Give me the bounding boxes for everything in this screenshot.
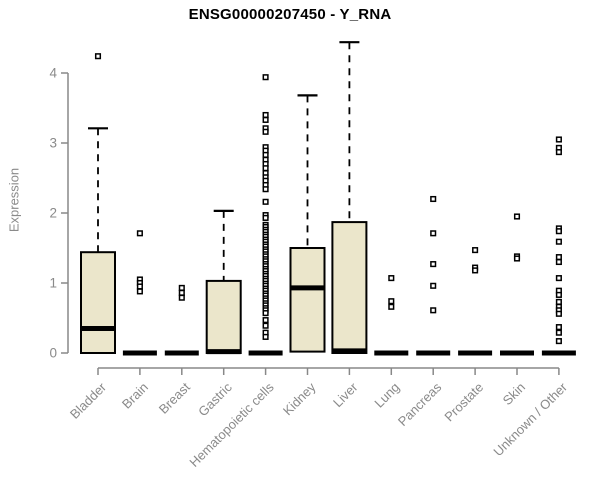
outlier-point-pancreas	[430, 282, 437, 289]
x-tick-label-bladder: Bladder	[67, 379, 110, 422]
x-tick-label-liver: Liver	[330, 379, 361, 410]
outlier-point-pancreas	[430, 261, 437, 268]
outlier-point-unknown-other	[555, 258, 562, 266]
outlier-point-unknown-other	[555, 149, 562, 156]
outlier-point-hematopoietic-cells	[262, 317, 269, 324]
outlier-point-unknown-other	[555, 298, 562, 305]
outlier-point-lung	[388, 298, 395, 305]
box-gastric	[205, 279, 242, 354]
outlier-point-unknown-other	[555, 310, 562, 317]
outlier-point-hematopoietic-cells	[262, 322, 269, 329]
outlier-point-hematopoietic-cells	[262, 186, 269, 193]
outlier-point-lung	[388, 275, 395, 282]
outlier-point-pancreas	[430, 307, 437, 314]
x-tick-label-brain: Brain	[119, 380, 151, 412]
y-tick-label-2: 2	[49, 206, 57, 221]
outlier-point-hematopoietic-cells	[262, 74, 269, 81]
outlier-point-unknown-other	[555, 254, 562, 261]
outlier-point-hematopoietic-cells	[262, 151, 269, 158]
outlier-point-unknown-other	[555, 275, 562, 282]
outlier-point-brain	[136, 283, 143, 290]
outlier-point-unknown-other	[555, 338, 562, 345]
outlier-point-breast	[178, 284, 185, 291]
y-tick-label-1: 1	[49, 276, 57, 291]
y-tick-label-3: 3	[49, 136, 57, 151]
outlier-point-hematopoietic-cells	[262, 198, 269, 205]
outlier-point-hematopoietic-cells	[262, 116, 269, 123]
outlier-point-pancreas	[430, 230, 437, 237]
outlier-point-prostate	[472, 247, 479, 254]
box-kidney	[289, 247, 326, 353]
outlier-point-bladder	[94, 53, 102, 60]
outlier-point-hematopoietic-cells	[262, 333, 269, 340]
outlier-point-breast	[178, 294, 185, 301]
outlier-point-unknown-other	[555, 291, 562, 298]
outlier-point-pancreas	[430, 195, 437, 203]
box-bladder	[80, 251, 116, 354]
outlier-point-unknown-other	[555, 228, 562, 235]
y-tick-label-0: 0	[49, 346, 57, 361]
outlier-point-hematopoietic-cells	[262, 128, 269, 135]
x-tick-label-breast: Breast	[156, 379, 193, 416]
outlier-point-hematopoietic-cells	[262, 165, 269, 172]
y-tick-label-4: 4	[49, 66, 57, 81]
x-tick-label-prostate: Prostate	[441, 380, 486, 425]
outlier-point-unknown-other	[555, 238, 562, 245]
outlier-point-unknown-other	[555, 324, 562, 331]
outlier-point-breast	[178, 289, 185, 296]
outlier-point-brain	[136, 288, 143, 295]
x-tick-label-unknown-other: Unknown / Other	[490, 379, 570, 459]
x-tick-label-kidney: Kidney	[280, 379, 319, 418]
outlier-point-hematopoietic-cells	[262, 111, 269, 119]
x-tick-label-gastric: Gastric	[195, 379, 235, 419]
outlier-point-prostate	[472, 267, 479, 274]
outlier-point-hematopoietic-cells	[262, 214, 269, 221]
outlier-point-skin	[513, 255, 521, 262]
y-axis-title: Expression	[6, 167, 22, 233]
box-liver	[331, 221, 368, 354]
outlier-point-skin	[513, 213, 521, 220]
outlier-point-brain	[136, 230, 143, 237]
outlier-point-lung	[388, 303, 395, 310]
x-tick-label-pancreas: Pancreas	[395, 379, 445, 429]
x-tick-label-skin: Skin	[500, 380, 528, 408]
outlier-point-unknown-other	[555, 329, 562, 336]
chart-title: ENSG00000207450 - Y_RNA	[188, 6, 392, 23]
outlier-point-unknown-other	[555, 136, 562, 143]
x-tick-label-lung: Lung	[371, 380, 402, 411]
outlier-point-hematopoietic-cells	[262, 310, 269, 317]
